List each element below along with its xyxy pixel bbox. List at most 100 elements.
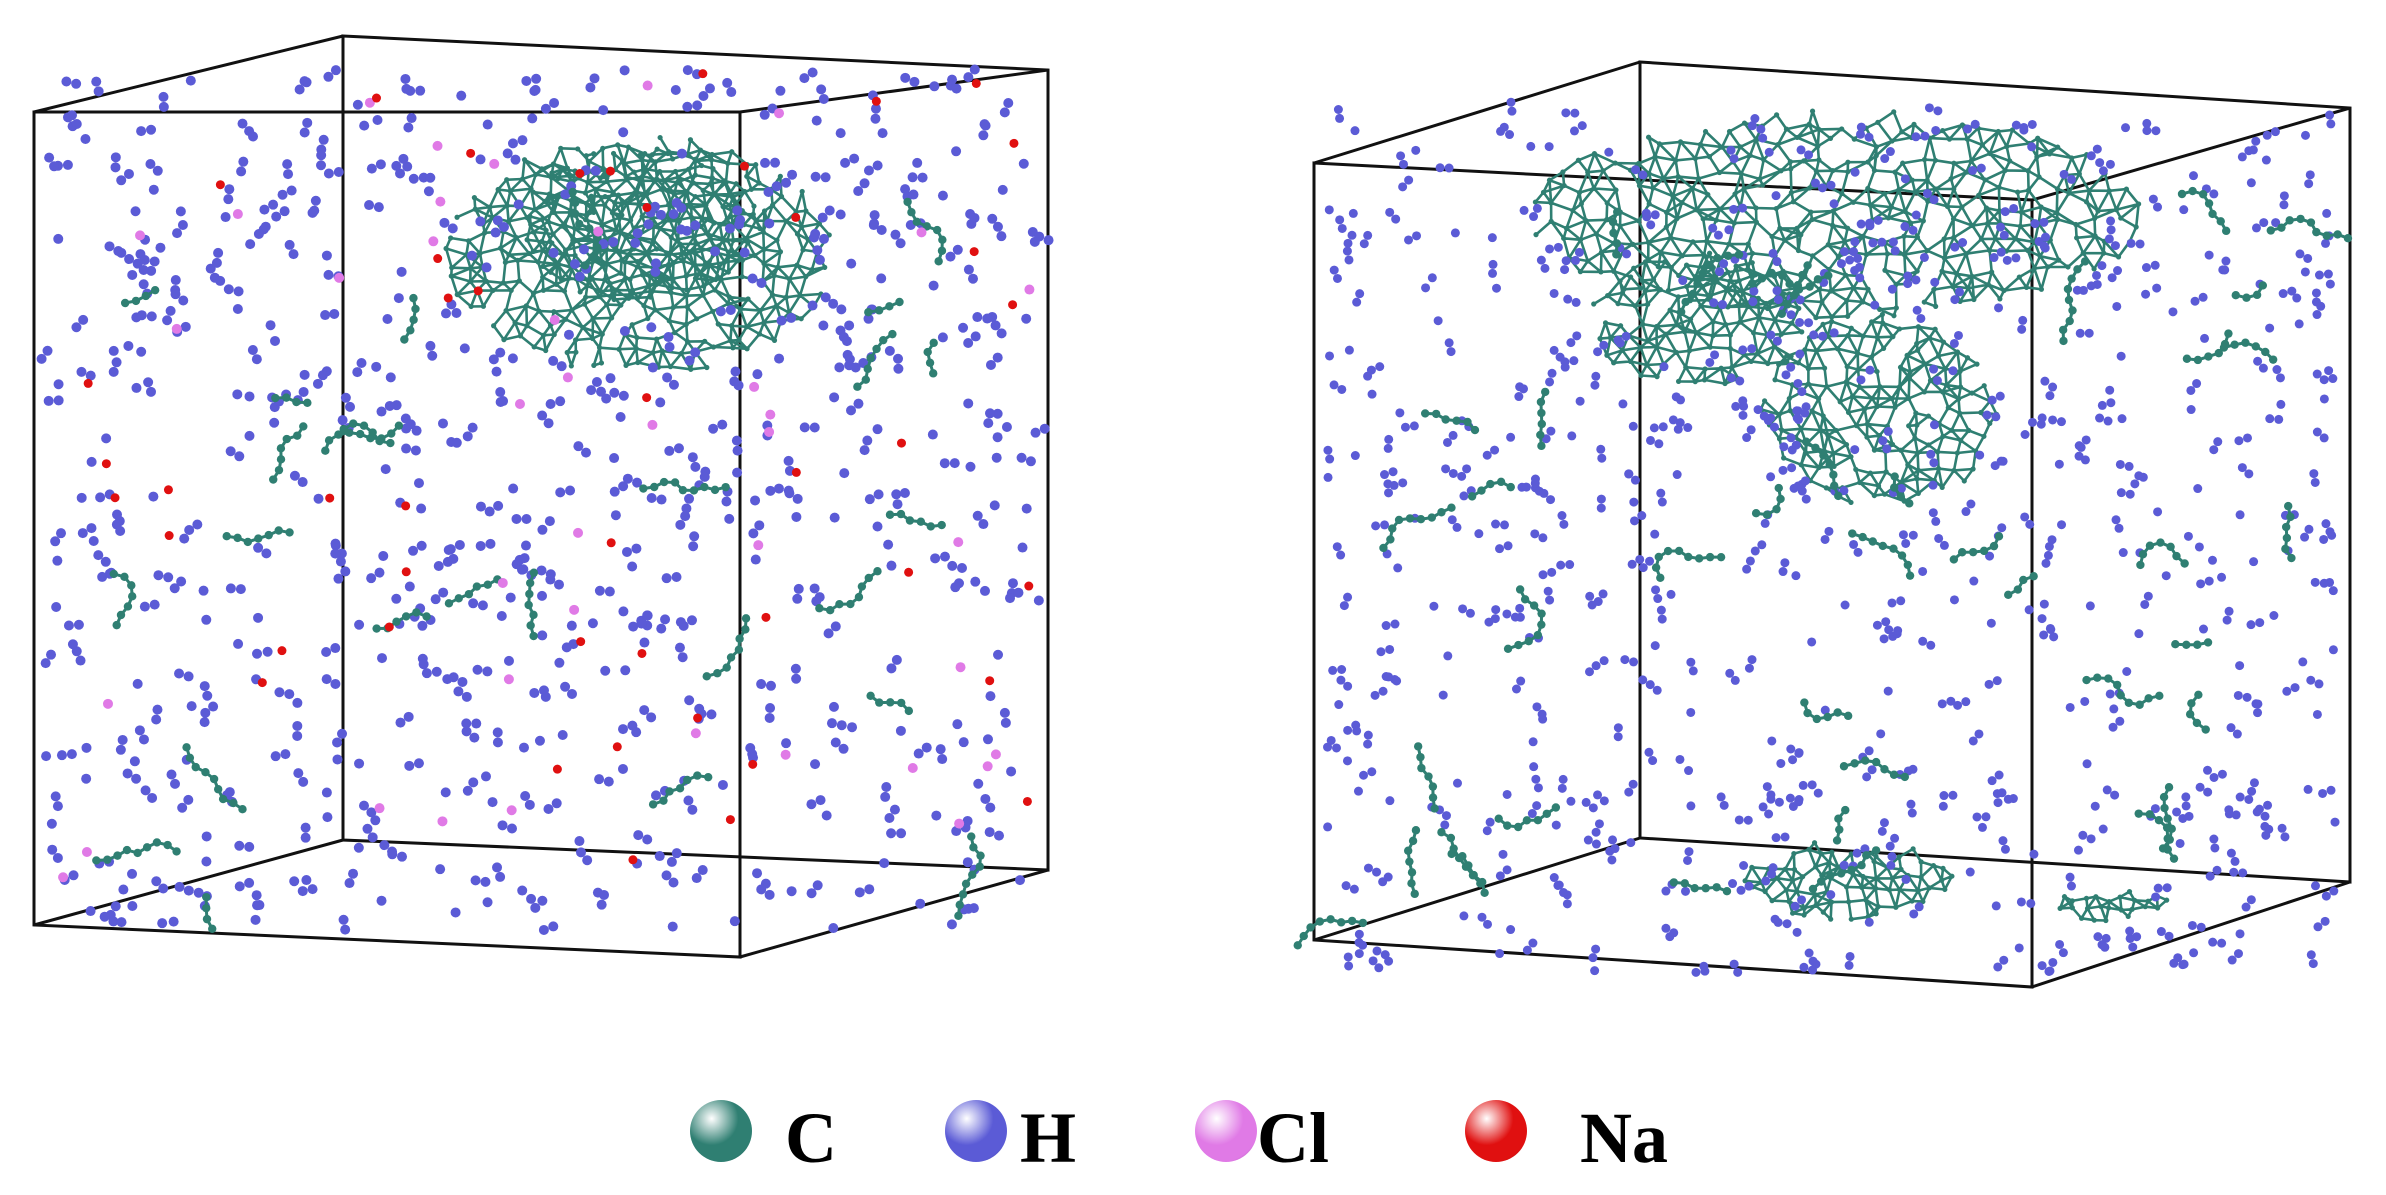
carbon-atom [1834, 814, 1843, 823]
hydrogen-atom [682, 101, 693, 112]
hydrogen-atom [1717, 300, 1727, 310]
hydrogen-atom [95, 492, 106, 503]
hydrogen-atom [1786, 362, 1796, 372]
hydrogen-atom [299, 127, 310, 138]
hydrogen-atom [2090, 801, 2100, 811]
hydrogen-atom [1850, 167, 1860, 177]
hydrogen-atom [55, 528, 66, 539]
carbon-atom [1794, 285, 1804, 294]
hydrogen-atom [1529, 212, 1539, 222]
hydrogen-atom [907, 172, 918, 183]
hydrogen-atom [1588, 953, 1598, 963]
hydrogen-atom [687, 452, 698, 463]
hydrogen-atom [1985, 551, 1995, 561]
hydrogen-atom [1536, 255, 1546, 265]
hydrogen-atom [1799, 962, 1809, 972]
carbon-atom [735, 634, 744, 643]
hydrogen-atom [442, 674, 453, 685]
hydrogen-atom [647, 362, 658, 373]
hydrogen-atom [337, 415, 348, 426]
hydrogen-atom [841, 336, 852, 347]
hydrogen-atom [872, 424, 883, 435]
carbon-atom [568, 187, 577, 197]
hydrogen-atom [1683, 423, 1693, 433]
hydrogen-atom [618, 724, 629, 735]
hydrogen-atom [416, 503, 427, 514]
hydrogen-atom [2113, 266, 2123, 276]
hydrogen-atom [354, 758, 365, 769]
hydrogen-atom [1017, 542, 1028, 553]
carbon-atom [1778, 271, 1787, 280]
hydrogen-atom [2168, 307, 2178, 317]
hydrogen-atom [1845, 255, 1855, 265]
chlorine-atom [953, 537, 964, 548]
hydrogen-atom [534, 735, 545, 746]
hydrogen-atom [548, 921, 559, 932]
hydrogen-atom [536, 565, 547, 576]
hydrogen-atom [520, 540, 531, 551]
hydrogen-atom [1884, 625, 1894, 635]
hydrogen-atom [1853, 253, 1863, 263]
carbon-network-bottom-right [2057, 889, 2170, 924]
carbon-atom [1411, 826, 1421, 835]
carbon-atom [334, 430, 343, 439]
hydrogen-atom [1786, 310, 1796, 320]
carbon-atom [1829, 470, 1838, 479]
hydrogen-atom [1498, 849, 1508, 859]
hydrogen-atom [1571, 297, 1581, 307]
hydrogen-atom [1363, 730, 1373, 740]
hydrogen-atom [2150, 804, 2160, 814]
carbon-atom [1446, 833, 1456, 843]
hydrogen-atom [895, 725, 906, 736]
carbon-atom [1824, 271, 1833, 280]
hydrogen-atom [1853, 547, 1863, 557]
hydrogen-atom [2244, 469, 2254, 479]
hydrogen-atom [1323, 742, 1333, 752]
hydrogen-atom [947, 74, 958, 85]
hydrogen-atom [1839, 486, 1849, 496]
hydrogen-atom [598, 105, 609, 116]
hydrogen-atom [650, 266, 661, 277]
carbon-atom [191, 762, 200, 772]
hydrogen-atom [1016, 452, 1027, 463]
hydrogen-atom [110, 152, 121, 163]
hydrogen-atom [543, 418, 554, 429]
hydrogen-atom [2235, 792, 2245, 802]
hydrogen-atom [1886, 860, 1896, 870]
carbon-atom [1424, 772, 1433, 781]
hydrogen-atom [1569, 356, 1579, 366]
hydrogen-atom [2078, 830, 2088, 840]
hydrogen-atom [2246, 620, 2256, 630]
hydrogen-atom [893, 353, 904, 364]
carbon-atom [321, 446, 330, 455]
hydrogen-atom [123, 168, 134, 179]
hydrogen-atom [63, 620, 74, 631]
hydrogen-atom [792, 493, 803, 504]
carbon-atom [401, 612, 411, 621]
hydrogen-atom [544, 516, 555, 527]
hydrogen-atom [1567, 431, 1577, 441]
hydrogen-atom [124, 254, 135, 265]
hydrogen-atom [223, 284, 234, 295]
carbon-atom [2322, 231, 2331, 240]
hydrogen-atom [1700, 966, 1710, 976]
hydrogen-atom [853, 186, 864, 197]
carbon-atom [282, 434, 291, 444]
carbon-atom [1808, 884, 1818, 894]
carbon-atom [580, 261, 590, 270]
hydrogen-atom [2173, 953, 2183, 963]
carbon-atom [861, 375, 871, 384]
hydrogen-atom [312, 378, 323, 389]
hydrogen-atom [401, 443, 412, 454]
hydrogen-atom [2303, 253, 2313, 263]
hydrogen-atom [453, 686, 464, 697]
carbon-atom [857, 582, 867, 591]
carbon-atom [293, 431, 302, 440]
hydrogen-atom [1409, 421, 1419, 431]
hydrogen-atom [1372, 867, 1382, 877]
hydrogen-atom [297, 477, 308, 488]
hydrogen-atom [1344, 255, 1354, 265]
hydrogen-atom [337, 728, 348, 739]
hydrogen-atom [892, 499, 903, 510]
hydrogen-atom [927, 429, 938, 440]
